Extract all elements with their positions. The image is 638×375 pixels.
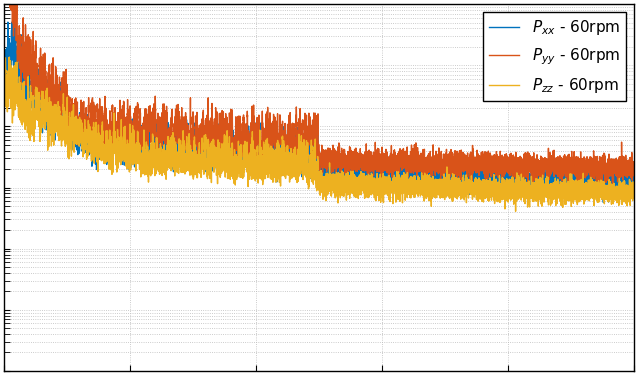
Line: $P_{xx}$ - 60rpm: $P_{xx}$ - 60rpm xyxy=(6,18,634,203)
$P_{yy}$ - 60rpm xyxy=(373,162,381,166)
$P_{xx}$ - 60rpm xyxy=(501,188,508,192)
$P_{zz}$ - 60rpm xyxy=(501,207,508,211)
$P_{xx}$ - 60rpm xyxy=(2,48,10,52)
$P_{yy}$ - 60rpm xyxy=(468,173,475,177)
$P_{zz}$ - 60rpm xyxy=(33,86,41,90)
$P_{zz}$ - 60rpm xyxy=(630,188,637,192)
$P_{xx}$ - 60rpm xyxy=(468,180,475,184)
$P_{zz}$ - 60rpm xyxy=(373,177,381,182)
$P_{yy}$ - 60rpm xyxy=(33,72,41,76)
Line: $P_{yy}$ - 60rpm: $P_{yy}$ - 60rpm xyxy=(6,0,634,188)
$P_{xx}$ - 60rpm xyxy=(10,16,18,21)
$P_{zz}$ - 60rpm xyxy=(229,169,237,173)
$P_{zz}$ - 60rpm xyxy=(512,209,519,213)
$P_{yy}$ - 60rpm xyxy=(630,163,637,168)
Line: $P_{zz}$ - 60rpm: $P_{zz}$ - 60rpm xyxy=(6,57,634,211)
$P_{xx}$ - 60rpm xyxy=(630,167,637,172)
$P_{yy}$ - 60rpm xyxy=(501,167,508,171)
$P_{zz}$ - 60rpm xyxy=(6,55,13,59)
$P_{zz}$ - 60rpm xyxy=(401,184,408,189)
$P_{yy}$ - 60rpm xyxy=(401,165,408,169)
$P_{xx}$ - 60rpm xyxy=(600,200,607,205)
$P_{zz}$ - 60rpm xyxy=(468,174,475,178)
$P_{zz}$ - 60rpm xyxy=(2,56,10,60)
$P_{yy}$ - 60rpm xyxy=(564,186,572,190)
$P_{xx}$ - 60rpm xyxy=(401,180,408,184)
Legend: $P_{xx}$ - 60rpm, $P_{yy}$ - 60rpm, $P_{zz}$ - 60rpm: $P_{xx}$ - 60rpm, $P_{yy}$ - 60rpm, $P_{… xyxy=(483,12,626,101)
$P_{yy}$ - 60rpm xyxy=(229,147,237,151)
$P_{xx}$ - 60rpm xyxy=(33,84,41,88)
$P_{xx}$ - 60rpm xyxy=(229,132,237,136)
$P_{xx}$ - 60rpm xyxy=(373,171,381,175)
